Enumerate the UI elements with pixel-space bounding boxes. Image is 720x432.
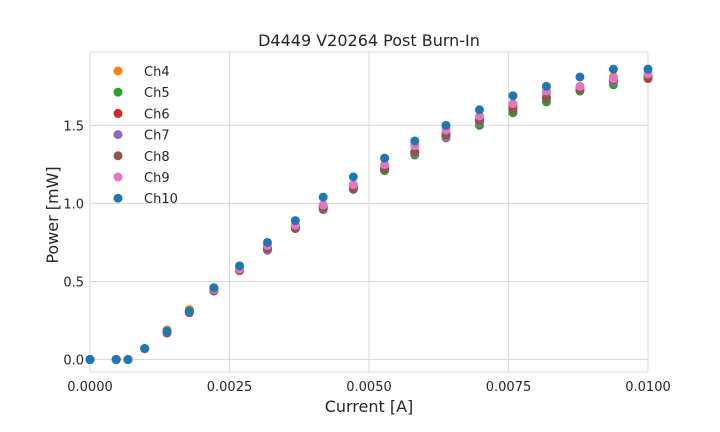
chart-title: D4449 V20264 Post Burn-In: [258, 31, 480, 50]
data-point: [318, 200, 328, 210]
y-tick-labels: 0.0 0.5 1.0 1.5: [63, 119, 84, 368]
data-point: [290, 216, 300, 226]
data-point: [575, 72, 585, 82]
y-tick-label: 1.5: [63, 119, 84, 134]
data-point: [541, 94, 551, 104]
data-point: [508, 99, 518, 109]
legend-marker: [113, 108, 123, 118]
series-ch10: [85, 64, 653, 365]
data-point: [643, 64, 653, 74]
y-tick-label: 1.0: [63, 197, 84, 212]
x-tick-label: 0.0025: [207, 380, 253, 395]
x-tick-label: 0.0100: [625, 380, 671, 395]
plot-area-frame: [89, 51, 649, 373]
legend-label: Ch10: [144, 192, 178, 207]
legend-label: Ch7: [144, 129, 170, 144]
data-point: [348, 180, 358, 190]
data-point: [608, 64, 618, 74]
data-point: [508, 105, 518, 115]
data-point: [575, 81, 585, 91]
data-point: [380, 153, 390, 163]
data-point: [162, 326, 172, 336]
data-point: [474, 105, 484, 115]
y-tick-label: 0.5: [63, 275, 84, 290]
data-point: [85, 355, 95, 365]
legend-marker: [113, 172, 123, 182]
legend-label: Ch9: [144, 171, 170, 186]
data-point: [541, 81, 551, 91]
data-point: [262, 237, 272, 247]
legend-label: Ch8: [144, 150, 170, 165]
grid: [89, 52, 649, 372]
data-point: [123, 355, 133, 365]
x-tick-label: 0.0000: [67, 380, 113, 395]
legend-label: Ch6: [144, 107, 170, 122]
data-point: [348, 172, 358, 182]
x-tick-label: 0.0050: [346, 380, 392, 395]
data-point: [508, 91, 518, 101]
y-axis-label: Power [mW]: [43, 166, 62, 263]
y-tick-label: 0.0: [63, 354, 84, 369]
legend-marker: [113, 193, 123, 203]
data-point: [380, 159, 390, 169]
data-point: [410, 147, 420, 157]
legend-marker: [113, 66, 123, 76]
legend: Ch4 Ch5 Ch6 Ch7 Ch8 Ch9 Ch10: [113, 65, 178, 207]
legend-label: Ch5: [144, 86, 170, 101]
x-tick-labels: 0.0000 0.0025 0.0050 0.0075 0.0100: [67, 380, 671, 395]
x-tick-label: 0.0075: [486, 380, 532, 395]
data-point: [318, 192, 328, 202]
data-point: [209, 283, 219, 293]
x-axis-label: Current [A]: [325, 397, 414, 416]
legend-marker: [113, 130, 123, 140]
data-point: [410, 136, 420, 146]
data-point: [235, 261, 245, 271]
legend-label: Ch4: [144, 65, 170, 80]
legend-marker: [113, 87, 123, 97]
data-points: [85, 64, 653, 365]
data-point: [474, 111, 484, 121]
data-point: [111, 355, 121, 365]
data-point: [441, 120, 451, 130]
data-point: [608, 74, 618, 84]
data-point: [184, 306, 194, 316]
data-point: [140, 344, 150, 354]
legend-marker: [113, 151, 123, 161]
